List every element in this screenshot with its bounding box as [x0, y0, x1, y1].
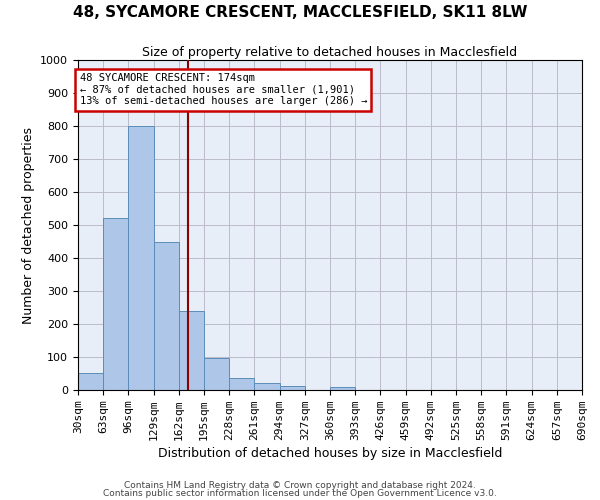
Bar — [229, 378, 254, 390]
Bar — [330, 388, 355, 390]
Title: Size of property relative to detached houses in Macclesfield: Size of property relative to detached ho… — [142, 46, 518, 59]
Bar — [179, 311, 204, 390]
Bar — [204, 358, 229, 390]
Bar — [154, 242, 179, 390]
Text: 48, SYCAMORE CRESCENT, MACCLESFIELD, SK11 8LW: 48, SYCAMORE CRESCENT, MACCLESFIELD, SK1… — [73, 5, 527, 20]
Bar — [280, 386, 305, 390]
Text: Contains HM Land Registry data © Crown copyright and database right 2024.: Contains HM Land Registry data © Crown c… — [124, 480, 476, 490]
Text: Contains public sector information licensed under the Open Government Licence v3: Contains public sector information licen… — [103, 489, 497, 498]
Bar — [254, 384, 280, 390]
Text: 48 SYCAMORE CRESCENT: 174sqm
← 87% of detached houses are smaller (1,901)
13% of: 48 SYCAMORE CRESCENT: 174sqm ← 87% of de… — [80, 73, 367, 106]
Bar — [128, 126, 154, 390]
Y-axis label: Number of detached properties: Number of detached properties — [22, 126, 35, 324]
Bar — [103, 218, 128, 390]
X-axis label: Distribution of detached houses by size in Macclesfield: Distribution of detached houses by size … — [158, 447, 502, 460]
Bar — [78, 373, 103, 390]
